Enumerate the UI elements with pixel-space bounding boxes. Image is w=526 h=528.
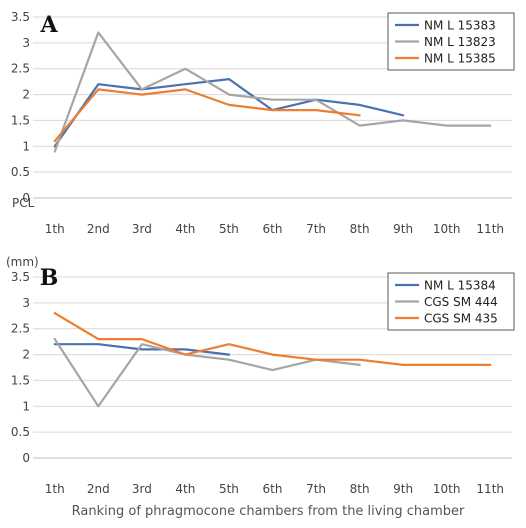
y-tick-label: 3.5 <box>11 10 30 24</box>
chart-panel-b: 0 0.5 1 1.5 2 2.5 3 3.5 1th 2nd 3rd 4th 5th 6th 7th 8th… <box>6 255 515 496</box>
x-tick-label: 7th <box>306 222 326 236</box>
x-tick-label: 10th <box>433 482 461 496</box>
y-tick-label: 2.5 <box>11 322 30 336</box>
x-tick-label: 3rd <box>132 222 152 236</box>
x-tick-label: 8th <box>350 482 370 496</box>
y-tick-label: 0 <box>22 191 30 205</box>
x-tick-label: 8th <box>350 222 370 236</box>
y-tick-label: 1.5 <box>11 113 30 127</box>
x-tick-label: 11th <box>476 222 504 236</box>
x-tick-label: 5th <box>219 222 239 236</box>
x-tick-label: 7th <box>306 482 326 496</box>
x-tick-label: 6th <box>263 482 283 496</box>
y-tick-label: 0.5 <box>11 425 30 439</box>
legend-label: NM L 15384 <box>424 279 496 293</box>
legend-label: CGS SM 435 <box>424 312 498 326</box>
x-tick-label: 3rd <box>132 482 152 496</box>
x-axis-title: Ranking of phragmocone chambers from the… <box>72 504 465 519</box>
series-line-3 <box>53 312 492 366</box>
y-tick-label: 3 <box>22 296 30 310</box>
y-tick-label: 1 <box>22 139 30 153</box>
x-tick-label: 1th <box>45 482 65 496</box>
x-tick-label: 9th <box>393 222 413 236</box>
y-axis-note: (mm) <box>6 255 39 269</box>
y-tick-label: 0.5 <box>11 165 30 179</box>
x-tick-label: 2nd <box>87 482 110 496</box>
x-tick-label: 9th <box>393 482 413 496</box>
y-axis-note: PCL <box>12 196 35 210</box>
panel-label: B <box>40 265 59 291</box>
x-tick-label: 2nd <box>87 222 110 236</box>
series-line-1 <box>53 78 405 148</box>
y-tick-label: 3.5 <box>11 270 30 284</box>
y-tick-label: 0 <box>22 451 30 465</box>
x-tick-label: 6th <box>263 222 283 236</box>
panel-label: A <box>39 12 58 38</box>
x-tick-label: 5th <box>219 482 239 496</box>
x-tick-label: 10th <box>433 222 461 236</box>
legend: NM L 15384 CGS SM 444 CGS SM 435 <box>387 272 515 331</box>
x-tick-label: 4th <box>175 222 195 236</box>
series-line-2 <box>53 31 492 153</box>
y-tick-label: 3 <box>22 36 30 50</box>
series-line-2 <box>53 338 361 408</box>
x-tick-label: 1th <box>45 222 65 236</box>
chart-panel-a: 0 0.5 1 1.5 2 2.5 3 3.5 1th 2nd 3rd 4th 5th 6th 7th 8th… <box>11 10 515 236</box>
y-tick-label: 2 <box>22 348 30 362</box>
x-tick-label: 11th <box>476 482 504 496</box>
x-tick-label: 4th <box>175 482 195 496</box>
legend-label: CGS SM 444 <box>424 295 498 309</box>
y-tick-label: 1.5 <box>11 373 30 387</box>
series-line-3 <box>53 88 361 143</box>
y-tick-label: 1 <box>22 399 30 413</box>
y-tick-label: 2.5 <box>11 62 30 76</box>
legend: NM L 15383 NM L 13823 NM L 15385 <box>387 12 515 71</box>
legend-label: NM L 15383 <box>424 19 496 33</box>
legend-label: NM L 15385 <box>424 52 496 66</box>
legend-label: NM L 13823 <box>424 35 496 49</box>
y-tick-label: 2 <box>22 88 30 102</box>
